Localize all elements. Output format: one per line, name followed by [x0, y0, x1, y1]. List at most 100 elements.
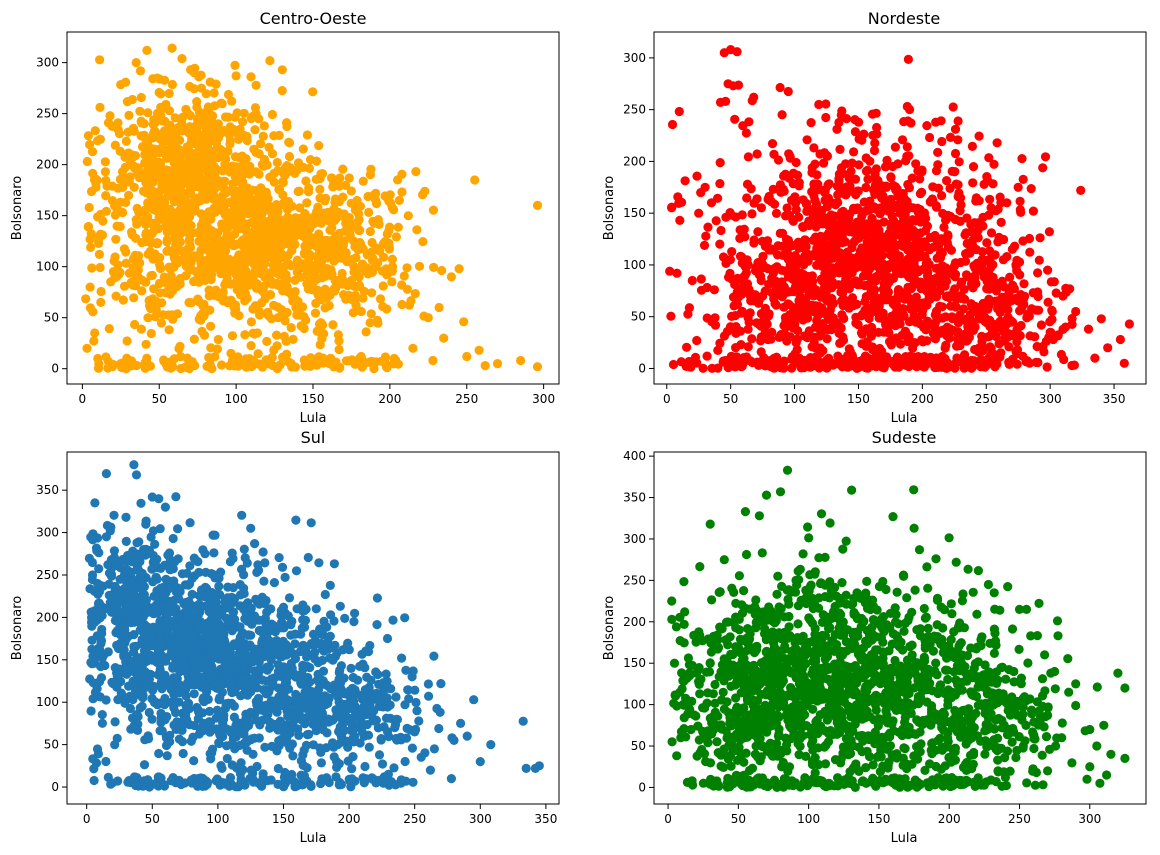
scatter-point	[115, 221, 125, 232]
scatter-point	[904, 317, 915, 327]
x-tick-label: 150	[302, 392, 325, 406]
y-tick-label: 100	[36, 260, 59, 274]
scatter-point	[959, 284, 969, 294]
scatter-point	[235, 124, 245, 134]
scatter-point	[340, 613, 350, 624]
scatter-point-outlier	[953, 116, 963, 126]
scatter-point	[781, 322, 791, 332]
scatter-point	[185, 81, 195, 92]
scatter-point	[85, 139, 95, 150]
scatter-point-outlier	[1058, 291, 1068, 301]
scatter-point	[358, 244, 368, 254]
scatter-point-outlier	[423, 313, 433, 323]
scatter-point	[260, 742, 270, 752]
scatter-point	[919, 355, 929, 365]
scatter-point-outlier	[492, 359, 503, 369]
scatter-point	[228, 179, 238, 189]
scatter-point	[204, 173, 214, 183]
scatter-point	[156, 318, 166, 328]
scatter-point	[147, 270, 157, 280]
scatter-point	[294, 186, 304, 196]
scatter-point	[95, 102, 105, 112]
scatter-point	[375, 294, 386, 304]
scatter-point	[747, 209, 757, 219]
scatter-point	[314, 141, 324, 151]
scatter-point	[988, 326, 998, 337]
scatter-point	[777, 241, 787, 251]
scatter-point	[324, 301, 334, 311]
scatter-point	[804, 326, 814, 336]
scatter-point	[962, 329, 972, 339]
scatter-point	[263, 238, 274, 248]
scatter-point	[240, 288, 250, 298]
scatter-point	[727, 311, 737, 321]
scatter-point	[782, 203, 792, 213]
scatter-point	[849, 147, 859, 157]
scatter-point	[248, 613, 258, 623]
scatter-point	[139, 760, 150, 770]
scatter-point	[269, 177, 279, 187]
scatter-point	[907, 241, 917, 251]
scatter-point	[224, 222, 234, 232]
scatter-point	[269, 131, 279, 141]
scatter-point	[747, 334, 757, 344]
scatter-point	[243, 630, 253, 640]
scatter-point	[942, 176, 952, 186]
scatter-point	[351, 268, 361, 278]
scatter-point	[216, 761, 226, 771]
scatter-point	[124, 110, 134, 120]
scatter-point	[279, 331, 289, 341]
scatter-point	[947, 166, 957, 176]
scatter-point	[800, 251, 810, 261]
scatter-point	[859, 129, 869, 139]
scatter-point	[300, 209, 310, 219]
scatter-point	[286, 323, 296, 333]
scatter-point	[935, 301, 945, 311]
scatter-point	[157, 214, 168, 224]
scatter-point	[326, 359, 336, 369]
scatter-point	[260, 259, 270, 269]
scatter-point	[305, 261, 315, 271]
scatter-point	[428, 205, 438, 215]
scatter-point	[133, 272, 143, 282]
scatter-point-outlier	[93, 353, 103, 364]
scatter-point	[892, 352, 903, 362]
scatter-point	[711, 216, 721, 226]
scatter-point	[864, 355, 874, 365]
scatter-point	[923, 267, 933, 277]
scatter-point	[944, 333, 955, 343]
scatter-point	[280, 572, 290, 583]
scatter-point	[155, 253, 165, 263]
scatter-point	[86, 242, 96, 252]
scatter-point	[771, 208, 782, 218]
scatter-point	[259, 576, 269, 586]
scatter-point-outlier	[694, 208, 704, 218]
scatter-point	[868, 342, 878, 352]
scatter-point	[253, 560, 263, 570]
scatter-point	[277, 562, 288, 572]
scatter-point	[902, 288, 912, 298]
scatter-point	[709, 285, 720, 295]
scatter-point	[791, 282, 801, 293]
scatter-point	[156, 672, 166, 682]
scatter-point	[317, 245, 327, 255]
scatter-point	[793, 326, 803, 336]
scatter-point	[1036, 320, 1046, 330]
x-tick-label: 300	[532, 392, 555, 406]
scatter-point	[313, 202, 323, 212]
scatter-point	[429, 651, 439, 661]
scatter-point	[200, 265, 210, 275]
scatter-point	[361, 327, 371, 337]
scatter-point	[238, 181, 248, 191]
scatter-point	[350, 608, 360, 618]
scatter-point	[157, 699, 167, 709]
scatter-point	[832, 124, 842, 134]
scatter-point	[692, 358, 702, 368]
scatter-point	[196, 275, 206, 286]
scatter-point	[206, 343, 216, 353]
scatter-point	[865, 156, 875, 166]
scatter-point	[161, 740, 172, 751]
scatter-point	[162, 278, 172, 288]
